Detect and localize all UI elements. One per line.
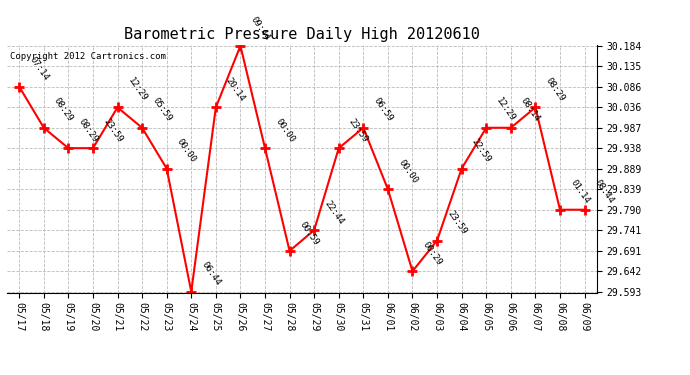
Text: 12:29: 12:29 (126, 76, 148, 103)
Text: 23:59: 23:59 (446, 209, 469, 236)
Title: Barometric Pressure Daily High 20120610: Barometric Pressure Daily High 20120610 (124, 27, 480, 42)
Text: 00:59: 00:59 (298, 219, 321, 247)
Text: 22:44: 22:44 (322, 199, 345, 226)
Text: 12:29: 12:29 (495, 96, 518, 124)
Text: 09:44: 09:44 (249, 15, 272, 42)
Text: 23:59: 23:59 (101, 117, 124, 144)
Text: 01:14: 01:14 (569, 178, 591, 206)
Text: 07:14: 07:14 (28, 55, 50, 82)
Text: 00:00: 00:00 (175, 137, 198, 164)
Text: 20:14: 20:14 (224, 76, 247, 103)
Text: 08:29: 08:29 (544, 76, 566, 103)
Text: 00:00: 00:00 (273, 117, 296, 144)
Text: Copyright 2012 Cartronics.com: Copyright 2012 Cartronics.com (10, 53, 166, 62)
Text: 06:44: 06:44 (199, 260, 222, 288)
Text: 06:59: 06:59 (372, 96, 395, 124)
Text: 08:14: 08:14 (519, 96, 542, 124)
Text: 00:29: 00:29 (421, 240, 444, 267)
Text: 22:59: 22:59 (470, 137, 493, 164)
Text: 00:00: 00:00 (396, 158, 419, 185)
Text: 08:29: 08:29 (77, 117, 99, 144)
Text: 05:59: 05:59 (150, 96, 173, 124)
Text: 08:44: 08:44 (593, 178, 615, 206)
Text: 08:29: 08:29 (52, 96, 75, 124)
Text: 23:59: 23:59 (347, 117, 370, 144)
